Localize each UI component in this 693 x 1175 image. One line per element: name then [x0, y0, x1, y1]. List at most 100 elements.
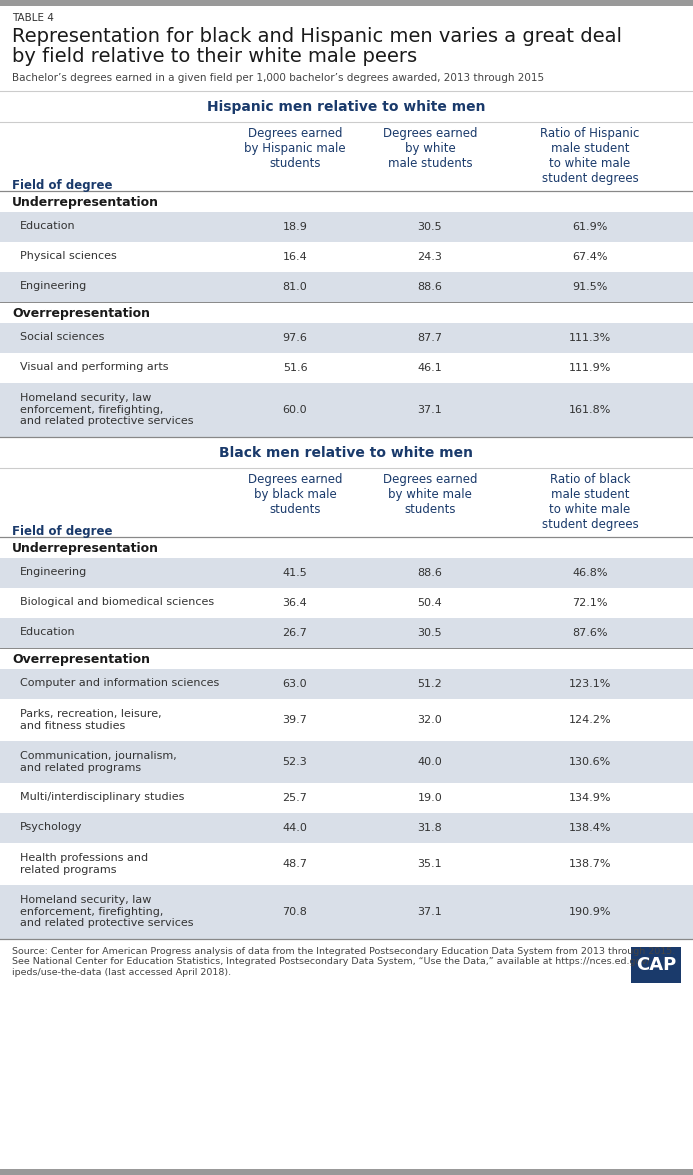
Text: 46.1: 46.1	[418, 363, 442, 372]
Text: Overrepresentation: Overrepresentation	[12, 653, 150, 666]
Text: 39.7: 39.7	[283, 716, 308, 725]
Text: 60.0: 60.0	[283, 405, 307, 415]
Bar	[0, 885, 693, 939]
Bar	[0, 741, 693, 783]
Text: 123.1%: 123.1%	[569, 679, 611, 689]
Text: 97.6: 97.6	[283, 333, 308, 343]
Text: 40.0: 40.0	[418, 757, 442, 767]
Text: 52.3: 52.3	[283, 757, 308, 767]
Bar	[631, 947, 681, 983]
Text: 124.2%: 124.2%	[569, 716, 611, 725]
Bar	[0, 813, 693, 842]
Text: 44.0: 44.0	[283, 822, 308, 833]
Text: Education: Education	[20, 627, 76, 637]
Text: Biological and biomedical sciences: Biological and biomedical sciences	[20, 597, 214, 607]
Text: 41.5: 41.5	[283, 568, 308, 578]
Text: Ratio of black
male student
to white male
student degrees: Ratio of black male student to white mal…	[542, 474, 638, 531]
Text: Hispanic men relative to white men: Hispanic men relative to white men	[207, 100, 485, 114]
Bar	[0, 842, 693, 885]
Text: TABLE 4: TABLE 4	[12, 13, 54, 24]
Text: by field relative to their white male peers: by field relative to their white male pe…	[12, 47, 417, 66]
Text: 88.6: 88.6	[418, 282, 442, 293]
Text: 19.0: 19.0	[418, 793, 442, 803]
Text: 18.9: 18.9	[283, 222, 308, 231]
Text: CAP: CAP	[636, 956, 676, 974]
Text: 51.6: 51.6	[283, 363, 307, 372]
Text: 35.1: 35.1	[418, 859, 442, 870]
Text: Social sciences: Social sciences	[20, 333, 105, 342]
Text: Education: Education	[20, 221, 76, 231]
Text: 70.8: 70.8	[283, 907, 308, 916]
Text: Physical sciences: Physical sciences	[20, 251, 116, 261]
Text: 30.5: 30.5	[418, 222, 442, 231]
Bar	[0, 323, 693, 352]
Text: 81.0: 81.0	[283, 282, 308, 293]
Text: 161.8%: 161.8%	[569, 405, 611, 415]
Text: Source: Center for American Progress analysis of data from the Integrated Postse: Source: Center for American Progress ana…	[12, 947, 675, 976]
Text: 61.9%: 61.9%	[572, 222, 608, 231]
Text: 87.6%: 87.6%	[572, 627, 608, 638]
Text: Engineering: Engineering	[20, 281, 87, 291]
Text: Degrees earned
by Hispanic male
students: Degrees earned by Hispanic male students	[244, 127, 346, 170]
Text: 138.7%: 138.7%	[569, 859, 611, 870]
Text: 37.1: 37.1	[418, 907, 442, 916]
Text: 130.6%: 130.6%	[569, 757, 611, 767]
Text: 24.3: 24.3	[418, 251, 442, 262]
Text: Engineering: Engineering	[20, 568, 87, 577]
Text: 88.6: 88.6	[418, 568, 442, 578]
Text: Degrees earned
by black male
students: Degrees earned by black male students	[248, 474, 342, 516]
Text: Overrepresentation: Overrepresentation	[12, 307, 150, 320]
Text: 48.7: 48.7	[283, 859, 308, 870]
Bar	[0, 271, 693, 302]
Bar	[0, 242, 693, 271]
Text: Homeland security, law
enforcement, firefighting,
and related protective service: Homeland security, law enforcement, fire…	[20, 895, 193, 928]
Text: Field of degree: Field of degree	[12, 179, 112, 192]
Text: 134.9%: 134.9%	[569, 793, 611, 803]
Bar	[0, 212, 693, 242]
Text: 25.7: 25.7	[283, 793, 308, 803]
Text: 91.5%: 91.5%	[572, 282, 608, 293]
Text: Communication, journalism,
and related programs: Communication, journalism, and related p…	[20, 751, 177, 773]
Text: Black men relative to white men: Black men relative to white men	[219, 446, 473, 459]
Text: Parks, recreation, leisure,
and fitness studies: Parks, recreation, leisure, and fitness …	[20, 709, 161, 731]
Bar	[0, 1169, 693, 1175]
Bar	[0, 352, 693, 383]
Text: 72.1%: 72.1%	[572, 598, 608, 607]
Text: 37.1: 37.1	[418, 405, 442, 415]
Text: Health professions and
related programs: Health professions and related programs	[20, 853, 148, 874]
Bar	[0, 558, 693, 588]
Text: 26.7: 26.7	[283, 627, 308, 638]
Text: 31.8: 31.8	[418, 822, 442, 833]
Text: Visual and performing arts: Visual and performing arts	[20, 362, 168, 372]
Text: 50.4: 50.4	[418, 598, 442, 607]
Text: 111.9%: 111.9%	[569, 363, 611, 372]
Bar	[0, 699, 693, 741]
Text: Representation for black and Hispanic men varies a great deal: Representation for black and Hispanic me…	[12, 27, 622, 46]
Text: 63.0: 63.0	[283, 679, 307, 689]
Bar	[0, 0, 693, 6]
Bar	[0, 669, 693, 699]
Text: 16.4: 16.4	[283, 251, 308, 262]
Text: Homeland security, law
enforcement, firefighting,
and related protective service: Homeland security, law enforcement, fire…	[20, 392, 193, 427]
Text: 36.4: 36.4	[283, 598, 308, 607]
Text: Bachelor’s degrees earned in a given field per 1,000 bachelor’s degrees awarded,: Bachelor’s degrees earned in a given fie…	[12, 73, 544, 83]
Text: 111.3%: 111.3%	[569, 333, 611, 343]
Text: Underrepresentation: Underrepresentation	[12, 542, 159, 555]
Text: Underrepresentation: Underrepresentation	[12, 196, 159, 209]
Text: 30.5: 30.5	[418, 627, 442, 638]
Text: 67.4%: 67.4%	[572, 251, 608, 262]
Text: 51.2: 51.2	[418, 679, 442, 689]
Text: Field of degree: Field of degree	[12, 525, 112, 538]
Text: Computer and information sciences: Computer and information sciences	[20, 678, 219, 689]
Bar	[0, 383, 693, 437]
Text: 138.4%: 138.4%	[569, 822, 611, 833]
Text: Psychology: Psychology	[20, 822, 82, 832]
Text: Degrees earned
by white
male students: Degrees earned by white male students	[383, 127, 477, 170]
Text: Multi/interdisciplinary studies: Multi/interdisciplinary studies	[20, 792, 184, 803]
Text: 190.9%: 190.9%	[569, 907, 611, 916]
Bar	[0, 588, 693, 618]
Text: Degrees earned
by white male
students: Degrees earned by white male students	[383, 474, 477, 516]
Bar	[0, 783, 693, 813]
Text: 87.7: 87.7	[417, 333, 443, 343]
Text: 32.0: 32.0	[418, 716, 442, 725]
